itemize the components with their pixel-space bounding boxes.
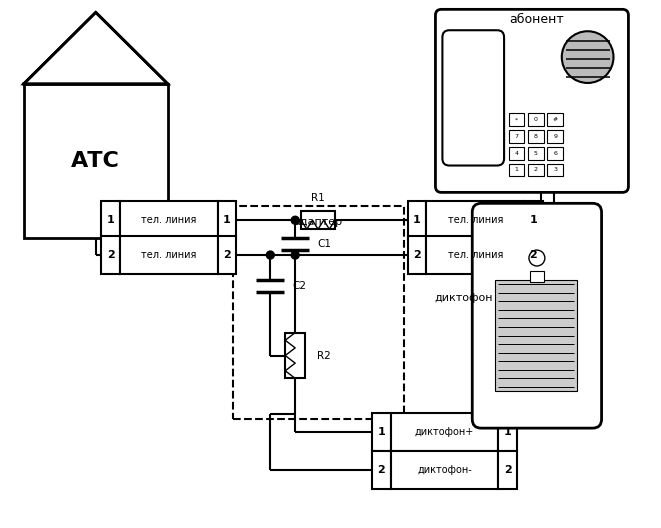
Bar [120,201,217,239]
Bar [391,451,498,489]
Bar [524,201,543,239]
Bar [217,236,237,274]
Bar [120,236,217,274]
Text: тел. линия: тел. линия [447,215,503,225]
Text: 2: 2 [107,250,114,260]
Bar [509,130,524,143]
Bar [408,236,426,274]
Bar [547,114,563,126]
FancyBboxPatch shape [442,30,504,165]
Bar [498,451,517,489]
Bar [217,201,237,239]
Text: #: # [553,117,558,122]
Circle shape [292,251,299,259]
Text: 2: 2 [529,250,537,260]
Bar [391,413,498,451]
Text: 2: 2 [377,465,385,475]
Bar [547,130,563,143]
Text: адаптер: адаптер [293,217,342,227]
Text: 1: 1 [504,427,512,437]
Text: тел. линия: тел. линия [141,250,196,260]
Bar [426,236,524,274]
Bar [528,130,544,143]
Circle shape [266,251,274,259]
Text: 5: 5 [534,151,538,156]
Bar [530,271,544,282]
Text: *: * [515,117,518,122]
FancyBboxPatch shape [436,10,629,192]
Text: 3: 3 [553,167,557,173]
Bar [495,280,576,391]
Text: 2: 2 [504,465,512,475]
Bar [547,164,563,176]
Text: 1: 1 [515,167,519,173]
Bar [509,147,524,160]
Text: 2: 2 [413,250,421,260]
FancyBboxPatch shape [472,203,602,428]
Circle shape [562,31,613,83]
Text: 4: 4 [515,151,519,156]
Bar [509,164,524,176]
Polygon shape [24,12,168,84]
Bar [528,164,544,176]
Text: C2: C2 [292,281,306,291]
Text: 8: 8 [534,134,538,139]
Text: R2: R2 [317,351,330,361]
Bar [24,84,168,238]
Text: C1: C1 [317,239,331,249]
Text: тел. линия: тел. линия [141,215,196,225]
Bar [524,236,543,274]
Text: 6: 6 [553,151,557,156]
Bar [371,413,391,451]
Text: 7: 7 [515,134,519,139]
Text: 2: 2 [223,250,231,260]
Bar [101,201,120,239]
Bar [426,201,524,239]
Text: тел. линия: тел. линия [447,250,503,260]
Text: АТС: АТС [71,151,120,171]
Bar [528,114,544,126]
Text: диктофон: диктофон [434,293,493,303]
Bar [301,211,335,229]
Text: абонент: абонент [510,13,564,26]
Text: диктофон-: диктофон- [417,465,472,475]
Bar [101,236,120,274]
Text: 0: 0 [534,117,538,122]
Text: 1: 1 [223,215,231,225]
Text: 1: 1 [107,215,114,225]
Text: 1: 1 [413,215,421,225]
Text: R1: R1 [311,193,325,203]
Bar [528,147,544,160]
Text: диктофон+: диктофон+ [414,427,474,437]
Text: 9: 9 [553,134,557,139]
Circle shape [292,216,299,224]
Bar [371,451,391,489]
Bar [547,147,563,160]
Bar [498,413,517,451]
Text: 2: 2 [534,167,538,173]
Bar [286,333,305,379]
Text: 1: 1 [529,215,537,225]
Text: 1: 1 [377,427,385,437]
Bar [509,114,524,126]
Bar [408,201,426,239]
Bar [233,206,404,419]
